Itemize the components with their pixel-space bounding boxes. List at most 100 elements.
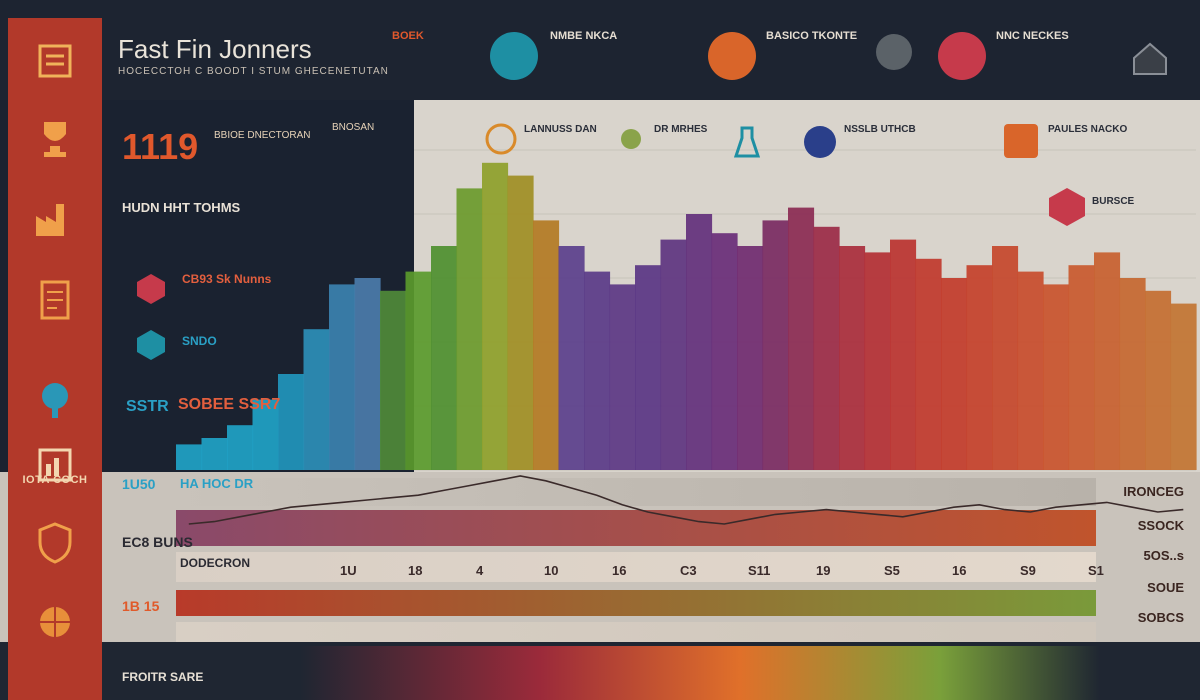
chart-bar	[1017, 271, 1044, 470]
axis-tick-label: 1U	[340, 563, 357, 578]
big-stat-value: 1119	[122, 126, 199, 167]
chart-bar	[609, 284, 636, 470]
globe-icon[interactable]	[30, 598, 80, 648]
tree-icon[interactable]	[30, 376, 80, 426]
handshake-icon[interactable]	[708, 32, 756, 80]
lab-icon[interactable]	[1002, 122, 1040, 160]
right-label-5: SOBCS	[1137, 610, 1184, 625]
header-label-nmbe: NMBE NKCA	[550, 30, 618, 42]
chart-bar	[1170, 303, 1197, 470]
chart-bar	[329, 284, 356, 470]
axis-tick-label: S11	[748, 563, 770, 578]
chart-bar	[890, 239, 917, 470]
header-label-basico: BASICO TKONTE	[766, 30, 858, 42]
chart-bar	[711, 233, 738, 470]
axis-tick-label: S9	[1020, 563, 1036, 578]
axis-tick-label: 19	[816, 563, 830, 578]
right-label-2: SSOCK	[1137, 518, 1184, 533]
badge-icon[interactable]	[802, 124, 838, 160]
chart-bar	[227, 425, 254, 470]
stat-label: BBIOE DNECTORAN	[214, 130, 311, 141]
chart-bar	[686, 214, 713, 470]
axis-tick-label: 4	[476, 563, 484, 578]
chart-bar	[788, 207, 815, 470]
panel-card-label-3: NSSLB UTHCB	[844, 124, 916, 135]
chart-bar	[1068, 265, 1095, 470]
flask-icon[interactable]	[734, 124, 760, 160]
chart-icon[interactable]	[30, 442, 80, 492]
chart-bar	[1119, 278, 1146, 470]
right-label-1: IRONCEG	[1123, 484, 1184, 499]
axis-tick-label: C3	[680, 563, 697, 578]
chart-bar	[737, 246, 764, 470]
chart-bar	[303, 329, 330, 470]
axis-tick-label: 16	[952, 563, 966, 578]
kpi-label-3: SOBEE SSR7	[178, 396, 281, 413]
row-cap-2: DODECRON	[180, 556, 251, 570]
left-sidebar: IOTA COCH	[8, 18, 102, 700]
chart-bar	[941, 278, 968, 470]
axis-tick-label: S5	[884, 563, 900, 578]
kpi-hex-icon-2[interactable]	[134, 328, 168, 362]
kpi-label-2: SNDO	[182, 334, 217, 348]
document-icon[interactable]	[30, 276, 80, 326]
axis-tick-label: 18	[408, 563, 422, 578]
certificate-icon[interactable]	[30, 38, 80, 88]
chart-bar	[915, 258, 942, 470]
chart-bar	[431, 246, 458, 470]
chart-bar	[278, 374, 305, 470]
axis-tick-label: 16	[612, 563, 626, 578]
tree-icon-2[interactable]	[1046, 186, 1088, 228]
chart-bar	[966, 265, 993, 470]
header-label-nnc: NNC NECKES	[996, 30, 1069, 42]
bottom-gradient-band	[300, 646, 1100, 700]
house-icon[interactable]	[1130, 38, 1170, 78]
chart-bar	[201, 438, 228, 470]
chart-bar	[380, 290, 407, 470]
chart-bar	[176, 444, 203, 470]
kpi-hex-icon[interactable]	[134, 272, 168, 306]
page-title: Fast Fin Jonners	[118, 34, 312, 64]
chart-bar	[1145, 290, 1172, 470]
chart-bar	[839, 246, 866, 470]
chart-bar	[405, 271, 432, 470]
right-label-4: SOUE	[1147, 580, 1184, 595]
chart-bar	[533, 220, 560, 470]
ribbon-row	[176, 478, 1096, 506]
trophy-icon[interactable]	[30, 114, 80, 164]
panel-card-label-5: BURSCE	[1092, 196, 1135, 207]
header-label-boek: BOEK	[392, 30, 424, 42]
lightbulb-icon[interactable]	[616, 126, 646, 156]
row-label-1: 1U50	[122, 476, 156, 492]
book-icon[interactable]	[938, 32, 986, 80]
chart-bar	[864, 252, 891, 470]
chart-bar	[1094, 252, 1121, 470]
header-band	[0, 0, 1200, 100]
section-heading: HUDN HHT TOHMS	[122, 200, 241, 215]
chart-bar	[558, 246, 585, 470]
panel-card-label-2: DR MRHES	[654, 124, 708, 135]
page-subtitle: HOCECCTOH C BOODT I STUM GHECENETUTAN	[118, 66, 389, 77]
pin-icon[interactable]	[876, 34, 912, 70]
tablet-icon[interactable]	[490, 32, 538, 80]
axis-tick-label: 10	[544, 563, 558, 578]
shield-icon[interactable]	[30, 518, 80, 568]
factory-icon[interactable]	[30, 194, 80, 244]
rocket-icon[interactable]	[484, 122, 518, 156]
kpi-prefix: SSTR	[126, 398, 169, 415]
chart-bar	[584, 271, 611, 470]
overlay-line	[188, 475, 1184, 525]
chart-bar	[762, 220, 789, 470]
footer-label: FROITR SARE	[122, 670, 204, 684]
chart-bar	[354, 278, 381, 470]
right-label-3: 5OS..s	[1143, 548, 1184, 563]
chart-bar	[1043, 284, 1070, 470]
row-label-2: EC8 BUNS	[122, 534, 193, 550]
kpi-label-1: CB93 Sk Nunns	[182, 272, 272, 286]
stat-label-2: BNOSAN	[332, 122, 375, 133]
ribbon-row	[176, 622, 1096, 642]
panel-card-label-1: LANNUSS DAN	[524, 124, 597, 135]
chart-bar	[992, 246, 1019, 470]
sidebar-caption: IOTA COCH	[22, 474, 88, 486]
